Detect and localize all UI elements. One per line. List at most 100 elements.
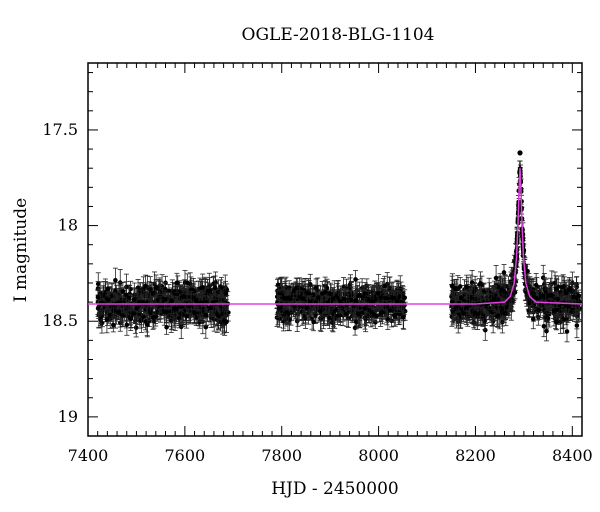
data-point — [282, 295, 287, 301]
data-point — [113, 277, 118, 283]
data-point — [391, 313, 397, 318]
data-point — [369, 309, 374, 314]
data-point — [402, 295, 407, 300]
data-point — [339, 305, 345, 311]
data-point — [185, 280, 190, 286]
data-point — [164, 324, 169, 330]
data-point — [311, 319, 316, 325]
data-point — [181, 294, 187, 299]
data-point — [301, 287, 307, 293]
data-point — [113, 288, 118, 294]
data-point — [145, 322, 150, 327]
data-point — [322, 289, 328, 295]
data-point — [209, 305, 214, 311]
data-point — [327, 315, 332, 321]
data-point — [105, 286, 111, 292]
data-point — [337, 299, 343, 304]
data-point — [127, 291, 132, 297]
data-point — [215, 297, 221, 303]
data-point — [310, 292, 316, 298]
data-point — [174, 280, 180, 286]
data-point — [131, 297, 137, 302]
data-point — [176, 289, 182, 295]
data-point — [104, 317, 110, 322]
data-point — [287, 296, 293, 302]
data-point — [139, 300, 144, 306]
data-point — [158, 289, 163, 295]
data-point — [371, 312, 377, 317]
data-point — [95, 306, 101, 311]
data-point — [328, 291, 333, 296]
data-point — [212, 285, 218, 291]
data-point — [120, 312, 126, 318]
data-point — [307, 282, 313, 287]
data-point — [105, 297, 111, 303]
data-layer — [95, 150, 583, 343]
data-point — [375, 290, 381, 296]
data-point — [332, 308, 337, 314]
data-point — [95, 281, 101, 287]
data-point — [293, 285, 299, 291]
data-point — [141, 314, 146, 320]
data-point — [111, 322, 116, 328]
data-point — [382, 283, 387, 289]
data-point — [150, 315, 156, 320]
data-point — [284, 309, 290, 315]
data-point — [179, 311, 184, 316]
data-point — [120, 288, 126, 294]
data-point — [98, 314, 104, 320]
data-point — [188, 287, 194, 293]
data-point — [126, 295, 132, 301]
data-point — [355, 311, 361, 316]
data-point — [348, 285, 353, 291]
data-point — [109, 293, 115, 299]
data-point — [163, 286, 168, 292]
data-point — [287, 317, 292, 323]
data-point — [353, 297, 359, 303]
data-point — [349, 297, 354, 303]
data-point — [365, 297, 371, 302]
data-point — [132, 311, 137, 316]
data-point — [215, 313, 221, 319]
data-point — [174, 306, 179, 312]
data-point — [383, 295, 389, 301]
data-point — [169, 298, 175, 304]
data-point — [100, 293, 106, 298]
data-point — [162, 297, 168, 302]
data-point — [202, 292, 208, 298]
data-point — [134, 306, 140, 311]
data-point — [184, 313, 189, 319]
data-point — [143, 283, 148, 289]
data-point — [223, 291, 229, 296]
plot-frame — [87, 62, 583, 437]
data-point — [219, 285, 224, 290]
data-point — [353, 277, 358, 282]
data-point — [148, 287, 153, 292]
data-point — [95, 294, 101, 300]
data-point — [179, 304, 185, 309]
data-point — [170, 289, 175, 295]
data-point — [337, 312, 343, 318]
data-point — [192, 310, 198, 316]
data-point — [124, 322, 130, 328]
data-point — [286, 285, 292, 290]
data-point — [115, 309, 121, 315]
data-point — [360, 295, 365, 301]
data-point — [277, 305, 283, 311]
data-point — [317, 309, 323, 314]
data-point — [362, 306, 368, 311]
data-point — [387, 308, 393, 313]
chart-title: OGLE-2018-BLG-1104 — [242, 25, 435, 45]
data-point — [305, 290, 310, 296]
data-point — [297, 295, 302, 300]
data-point — [343, 311, 349, 317]
data-point — [300, 296, 306, 301]
data-point — [164, 309, 170, 315]
data-point — [133, 325, 139, 330]
data-point — [198, 285, 204, 291]
data-point — [205, 288, 211, 294]
data-point — [394, 299, 400, 304]
data-point — [313, 285, 319, 290]
data-point — [221, 318, 227, 324]
data-point — [275, 291, 281, 296]
